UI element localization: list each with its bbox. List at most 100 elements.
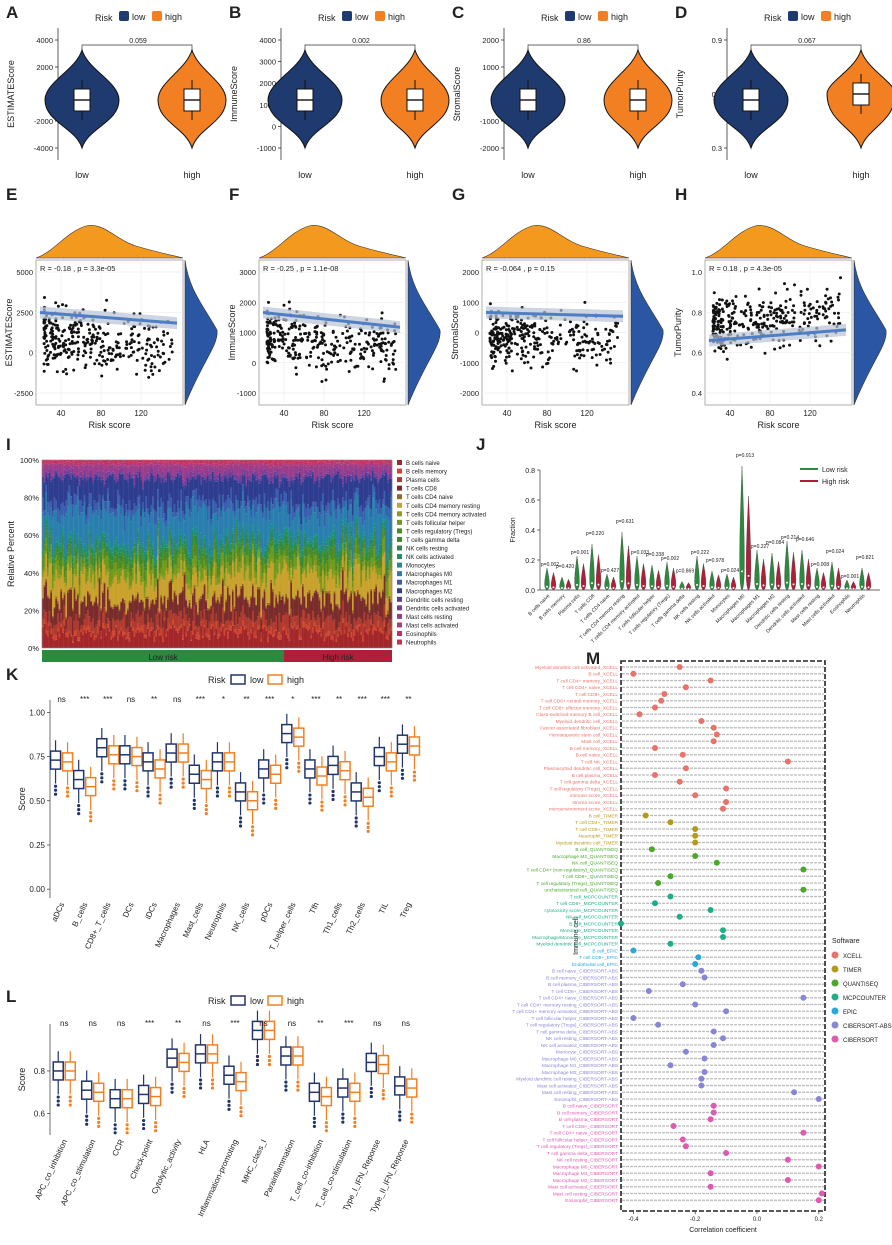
stacked-segment — [88, 504, 91, 525]
scatter-point — [524, 332, 528, 336]
stacked-segment — [132, 478, 134, 510]
stacked-segment — [255, 572, 258, 579]
stacked-segment — [75, 599, 78, 601]
stacked-segment — [67, 505, 69, 536]
stacked-segment — [43, 540, 46, 545]
stacked-segment — [157, 550, 159, 556]
stacked-segment — [128, 460, 131, 463]
stacked-segment — [212, 623, 214, 627]
stacked-segment — [210, 614, 213, 624]
stacked-segment — [178, 611, 181, 627]
stacked-segment — [65, 513, 68, 550]
stacked-segment — [165, 461, 168, 464]
stacked-segment — [285, 505, 288, 528]
stacked-segment — [293, 512, 296, 518]
stacked-segment — [97, 620, 99, 627]
scatter-point — [99, 345, 103, 349]
stacked-segment — [300, 461, 303, 465]
stacked-segment — [42, 552, 44, 555]
stacked-segment — [178, 546, 181, 549]
legend-title: Risk — [764, 13, 782, 23]
scatter-point — [494, 321, 498, 325]
stacked-segment — [103, 548, 106, 550]
stacked-segment — [265, 473, 268, 477]
stacked-segment — [162, 502, 164, 519]
scatter-point — [507, 355, 511, 358]
stacked-segment — [62, 597, 64, 600]
stacked-segment — [227, 587, 229, 620]
scatter-point — [288, 354, 292, 358]
scatter-point — [149, 343, 152, 347]
stacked-segment — [285, 531, 288, 536]
stacked-segment — [250, 480, 253, 482]
scatter-point — [572, 330, 576, 334]
stacked-segment — [83, 545, 86, 552]
stacked-segment — [150, 473, 153, 506]
stacked-segment — [232, 464, 234, 467]
stacked-segment — [127, 463, 129, 467]
stacked-segment — [95, 533, 98, 538]
stacked-segment — [158, 561, 161, 565]
stacked-segment — [107, 464, 109, 468]
stacked-segment — [302, 555, 304, 563]
stacked-segment — [255, 497, 258, 513]
stacked-segment — [143, 610, 146, 624]
stacked-segment — [127, 549, 129, 558]
stacked-segment — [278, 545, 281, 550]
stacked-segment — [277, 603, 279, 632]
stacked-segment — [145, 496, 148, 510]
stacked-segment — [150, 618, 153, 628]
stacked-segment — [288, 465, 291, 469]
scatter-point — [731, 299, 734, 303]
stacked-segment — [300, 478, 303, 483]
stacked-segment — [223, 573, 226, 581]
stacked-segment — [137, 530, 139, 534]
scatter-point — [755, 311, 759, 314]
stacked-segment — [173, 575, 176, 591]
scatter-point — [266, 339, 270, 343]
stacked-segment — [262, 469, 264, 475]
stacked-segment — [227, 495, 229, 509]
scatter-point — [301, 323, 305, 327]
legend-title: Risk — [318, 13, 336, 23]
stacked-segment — [260, 565, 263, 581]
stacked-segment — [177, 473, 179, 501]
stacked-segment — [263, 572, 266, 589]
stacked-segment — [192, 472, 194, 476]
stacked-segment — [288, 639, 291, 641]
stacked-segment — [118, 621, 121, 632]
scatter-point — [316, 343, 320, 347]
scatter-point — [168, 345, 172, 348]
stacked-segment — [78, 566, 81, 570]
stacked-segment — [252, 525, 254, 531]
stacked-segment — [273, 606, 276, 608]
stacked-segment — [193, 567, 196, 585]
stacked-segment — [298, 546, 301, 554]
stacked-segment — [185, 636, 188, 648]
stacked-segment — [170, 626, 173, 629]
stacked-segment — [67, 556, 69, 563]
stacked-segment — [273, 585, 276, 607]
stacked-segment — [155, 557, 158, 560]
stacked-segment — [217, 585, 219, 598]
stacked-segment — [85, 515, 88, 525]
scatter-point — [317, 356, 320, 360]
stacked-segment — [53, 608, 56, 626]
stacked-segment — [235, 559, 238, 584]
stacked-segment — [77, 593, 79, 596]
stacked-segment — [238, 596, 241, 618]
stacked-segment — [262, 555, 264, 557]
stacked-segment — [175, 463, 178, 465]
stacked-segment — [42, 475, 44, 477]
stacked-segment — [107, 550, 109, 553]
stacked-segment — [170, 463, 173, 466]
stacked-segment — [52, 557, 54, 559]
scatter-point — [385, 348, 389, 352]
stacked-segment — [82, 625, 84, 633]
x-tick-label: high — [852, 170, 869, 180]
stacked-segment — [193, 479, 196, 491]
stacked-segment — [195, 601, 198, 605]
stacked-segment — [62, 567, 64, 598]
stacked-segment — [152, 622, 154, 628]
stacked-segment — [153, 481, 156, 511]
